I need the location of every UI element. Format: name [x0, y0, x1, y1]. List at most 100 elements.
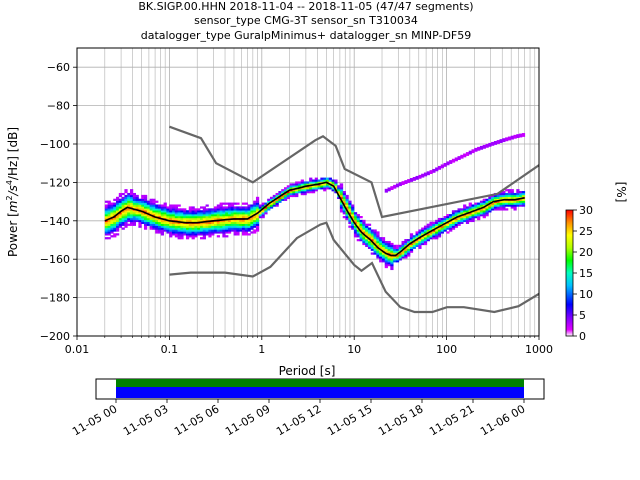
density-cell-upper — [443, 162, 447, 167]
density-cell — [264, 208, 268, 211]
density-cell — [465, 210, 470, 213]
density-cell — [519, 198, 523, 201]
density-cell — [395, 246, 400, 249]
density-cell — [130, 208, 134, 211]
density-cell — [180, 225, 184, 228]
density-cell — [104, 229, 109, 232]
density-cell — [113, 208, 117, 211]
density-cell — [121, 196, 125, 200]
colorbar-tick-label: 0 — [579, 330, 586, 343]
density-cell — [401, 252, 405, 255]
density-cell — [118, 216, 123, 219]
density-cell — [393, 258, 397, 261]
density-cell — [155, 212, 159, 215]
density-cell — [513, 206, 517, 209]
density-cell — [454, 223, 458, 226]
density-cell — [171, 231, 176, 234]
density-cell — [141, 198, 145, 201]
density-cell-upper — [412, 176, 416, 181]
density-cell — [418, 235, 422, 238]
density-cell — [353, 235, 358, 238]
density-cell — [233, 227, 237, 230]
density-cell — [474, 206, 478, 209]
density-cell — [155, 204, 159, 207]
colorbar-tick-label: 15 — [579, 267, 593, 280]
density-cell — [121, 206, 125, 209]
density-cell — [435, 229, 439, 232]
density-cell — [177, 208, 181, 211]
density-cell — [116, 204, 120, 207]
density-cell — [185, 233, 190, 236]
density-cell — [236, 233, 240, 236]
density-cell — [197, 216, 201, 219]
density-cell — [446, 227, 450, 230]
density-cell — [118, 192, 123, 196]
density-cell — [107, 216, 111, 219]
density-cell — [157, 214, 162, 217]
density-cell-upper — [468, 150, 472, 155]
density-cell-upper — [513, 134, 517, 139]
density-cell — [202, 223, 206, 226]
density-cell — [510, 196, 514, 200]
density-cell — [269, 196, 274, 200]
density-cell — [283, 189, 288, 192]
density-cell — [488, 198, 492, 201]
density-cell — [387, 242, 391, 246]
density-cell — [362, 223, 366, 226]
density-cell-upper — [499, 139, 503, 143]
density-cell — [211, 231, 215, 234]
density-cell — [130, 192, 134, 196]
density-cell — [401, 244, 405, 248]
density-cell — [213, 208, 218, 211]
density-cell — [107, 208, 111, 211]
density-cell-upper — [418, 174, 422, 179]
density-cell — [457, 221, 461, 224]
density-cell — [124, 217, 128, 221]
density-cell — [124, 223, 128, 226]
density-cell — [127, 223, 131, 226]
density-cell — [118, 200, 123, 203]
density-cell — [225, 235, 229, 238]
density-cell — [499, 202, 503, 205]
density-cell — [202, 219, 206, 223]
density-cell — [272, 204, 276, 207]
density-cell — [146, 208, 151, 211]
density-cell — [146, 204, 151, 207]
density-cell — [163, 212, 167, 215]
density-cell — [362, 239, 366, 242]
density-cell — [440, 225, 444, 228]
density-cell — [236, 210, 240, 213]
density-cell — [141, 221, 145, 224]
density-cell — [306, 181, 310, 184]
density-cell — [415, 242, 419, 246]
density-cell — [121, 200, 125, 203]
density-cell — [255, 206, 260, 209]
density-cell — [180, 217, 184, 221]
density-cell — [213, 212, 218, 215]
density-cell — [485, 214, 489, 217]
density-cell — [155, 231, 159, 234]
density-cell — [395, 254, 400, 257]
density-cell — [113, 229, 117, 232]
density-cell — [118, 206, 123, 209]
density-cell — [177, 223, 181, 226]
density-cell — [197, 219, 201, 223]
density-cell — [141, 219, 145, 223]
density-cell — [130, 217, 134, 221]
density-cell — [141, 212, 145, 215]
density-cell — [303, 191, 307, 194]
density-cell — [199, 227, 204, 230]
density-cell — [121, 210, 125, 213]
density-cell — [230, 214, 234, 217]
density-cell — [348, 208, 352, 211]
density-cell — [454, 225, 458, 228]
density-cell — [482, 214, 486, 217]
density-cell — [421, 240, 425, 244]
density-cell — [155, 210, 159, 213]
density-cell — [505, 202, 509, 205]
density-cell — [488, 206, 492, 209]
density-cell — [300, 192, 304, 196]
density-cell — [157, 223, 162, 226]
density-cell — [409, 242, 414, 246]
density-cell — [141, 208, 145, 211]
